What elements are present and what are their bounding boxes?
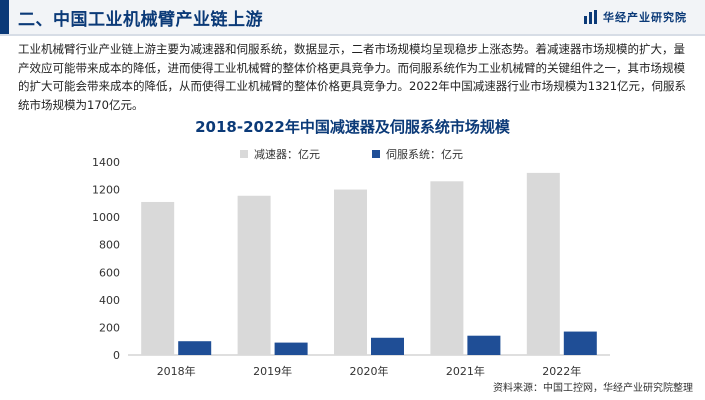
bar-reducer [430,181,464,355]
bar-servo [371,337,404,355]
brand-name: 华经产业研究院 [603,11,687,24]
bar-servo [563,331,597,355]
bar-servo [178,341,212,355]
brand-bars-icon [584,10,597,24]
legend-item-servo: 伺服系统：亿元 [372,146,463,162]
header-accent-bar [0,0,9,34]
page-header: 二、中国工业机械臂产业链上游 华经产业研究院 [0,0,705,34]
x-tick-label: 2020年 [350,364,389,378]
y-tick-label: 1200 [92,184,120,197]
legend-label-servo: 伺服系统：亿元 [386,148,463,161]
y-tick-label: 200 [99,321,120,334]
y-tick-label: 1400 [92,156,120,169]
legend-item-reducer: 减速器：亿元 [240,146,320,162]
source-note: 资料来源：中国工控网，华经产业研究院整理 [493,383,693,394]
bar-reducer [141,201,175,355]
x-tick-label: 2019年 [253,364,292,378]
header-divider [0,34,705,36]
bar-reducer [526,172,560,355]
chart-title: 2018-2022年中国减速器及伺服系统市场规模 [195,118,510,136]
x-tick-label: 2022年 [542,364,581,378]
y-tick-label: 400 [99,294,120,307]
x-tick-label: 2018年 [157,364,196,378]
y-tick-label: 0 [113,349,120,362]
y-tick-label: 1000 [92,211,120,224]
x-tick-label: 2021年 [446,364,485,378]
bar-servo [467,335,501,355]
bar-reducer [334,189,367,355]
intro-paragraph: 工业机械臂行业产业链上游主要为减速器和伺服系统，数据显示，二者市场规模均呈现稳步… [18,42,687,112]
page-title: 二、中国工业机械臂产业链上游 [18,10,263,30]
y-tick-label: 600 [99,266,120,279]
brand-logo: 华经产业研究院 [584,9,687,25]
chart-legend: 减速器：亿元 伺服系统：亿元 [0,146,705,162]
legend-swatch-servo [372,150,380,158]
legend-label-reducer: 减速器：亿元 [254,148,320,161]
bar-servo [274,342,308,355]
y-tick-label: 800 [99,239,120,252]
legend-swatch-reducer [240,150,248,158]
bar-reducer [237,195,271,355]
